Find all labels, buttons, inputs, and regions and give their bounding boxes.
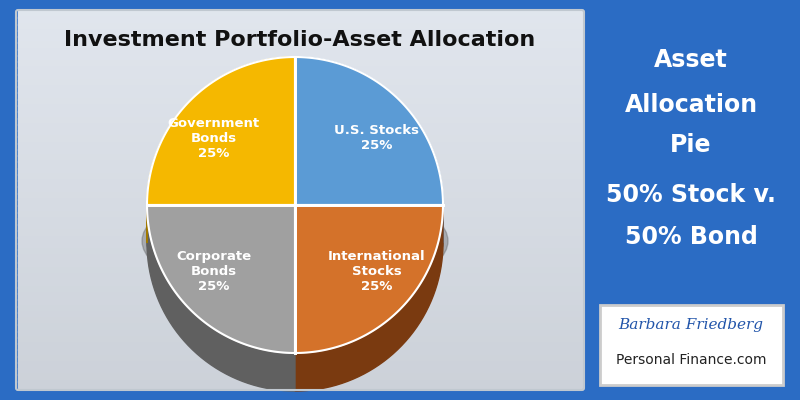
Text: Personal Finance.com: Personal Finance.com (616, 353, 766, 367)
Text: International
Stocks
25%: International Stocks 25% (327, 250, 426, 293)
Text: Barbara Friedberg: Barbara Friedberg (618, 318, 763, 332)
Bar (18, 306, 582, 313)
Bar (18, 274, 582, 282)
Bar (18, 381, 582, 388)
Bar (18, 105, 582, 112)
Bar (18, 149, 582, 156)
Bar (18, 212, 582, 219)
Bar (18, 312, 582, 319)
Bar (18, 356, 582, 363)
Bar (18, 11, 582, 18)
Bar (18, 224, 582, 231)
Bar (18, 287, 582, 294)
Text: Pie: Pie (670, 133, 712, 157)
Text: Investment Portfolio-Asset Allocation: Investment Portfolio-Asset Allocation (64, 30, 536, 50)
Text: Corporate
Bonds
25%: Corporate Bonds 25% (176, 250, 251, 293)
Bar (18, 230, 582, 238)
Bar (18, 49, 582, 56)
Bar (18, 30, 582, 37)
Bar (18, 42, 582, 50)
Bar (18, 262, 582, 269)
Polygon shape (295, 57, 443, 205)
Bar (18, 299, 582, 306)
Ellipse shape (147, 191, 443, 295)
Bar (18, 249, 582, 256)
Bar (18, 130, 582, 137)
Bar (18, 368, 582, 376)
FancyBboxPatch shape (600, 305, 783, 385)
Polygon shape (295, 205, 443, 353)
Text: 50% Stock v.: 50% Stock v. (606, 183, 776, 207)
Bar (18, 55, 582, 62)
Bar (18, 180, 582, 188)
Bar (18, 205, 582, 212)
Bar (18, 161, 582, 169)
Bar (18, 124, 582, 131)
Bar (18, 280, 582, 288)
Bar (18, 174, 582, 181)
Bar (18, 218, 582, 225)
Bar (18, 343, 582, 350)
Bar (18, 111, 582, 118)
Bar (18, 337, 582, 344)
Bar (18, 374, 582, 382)
Polygon shape (147, 205, 295, 391)
Bar (18, 243, 582, 250)
Bar (18, 293, 582, 300)
Bar (18, 350, 582, 357)
Bar (18, 199, 582, 206)
Text: Asset: Asset (654, 48, 728, 72)
Bar (18, 236, 582, 244)
Bar (18, 143, 582, 150)
Bar (18, 168, 582, 175)
Bar (18, 86, 582, 94)
Bar (18, 255, 582, 263)
Ellipse shape (142, 184, 448, 298)
Bar (18, 80, 582, 87)
Bar (18, 67, 582, 75)
Bar (18, 193, 582, 200)
Bar (18, 36, 582, 43)
Bar (18, 24, 582, 31)
Bar (18, 330, 582, 338)
Text: 50% Bond: 50% Bond (625, 225, 758, 249)
Bar (18, 268, 582, 275)
Bar (18, 324, 582, 332)
Text: U.S. Stocks
25%: U.S. Stocks 25% (334, 124, 419, 152)
Text: Allocation: Allocation (625, 93, 758, 117)
Bar (18, 74, 582, 81)
Polygon shape (147, 205, 295, 353)
Bar (18, 318, 582, 325)
Bar (18, 99, 582, 106)
Text: Government
Bonds
25%: Government Bonds 25% (167, 117, 260, 160)
Bar (18, 136, 582, 144)
Bar (18, 186, 582, 194)
Polygon shape (147, 57, 295, 205)
Bar (18, 61, 582, 68)
Bar (18, 362, 582, 369)
Bar (18, 118, 582, 125)
Polygon shape (295, 205, 443, 391)
Bar (18, 92, 582, 100)
Bar (18, 155, 582, 162)
Bar (18, 17, 582, 24)
